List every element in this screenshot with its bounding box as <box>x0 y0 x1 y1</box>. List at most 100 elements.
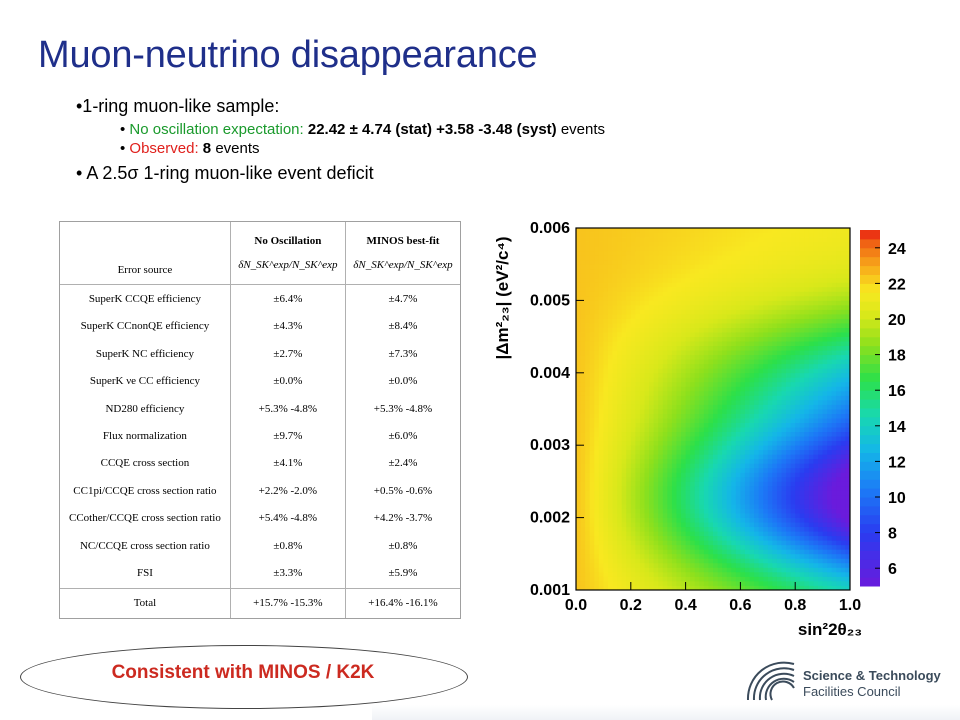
heatmap-cell <box>690 517 696 523</box>
heatmap-cell <box>840 264 846 270</box>
heatmap-cell <box>708 458 714 464</box>
heatmap-cell <box>585 522 591 528</box>
heatmap-cell <box>790 363 796 369</box>
heatmap-cell <box>818 472 823 478</box>
heatmap-cell <box>845 336 851 342</box>
table-row: ND280 efficiency +5.3% -4.8% +5.3% -4.8% <box>60 394 460 423</box>
heatmap-cell <box>708 463 714 469</box>
heatmap-cell <box>658 481 664 487</box>
heatmap-cell <box>767 494 773 500</box>
heatmap-cell <box>681 526 686 532</box>
heatmap-cell <box>630 562 636 568</box>
heatmap-cell <box>799 246 805 252</box>
row-no-oscillation: ±0.8% <box>229 531 346 560</box>
heatmap-cell <box>754 436 760 442</box>
heatmap-cell <box>744 544 750 550</box>
heatmap-cell <box>699 481 705 487</box>
heatmap-cell <box>781 436 787 442</box>
heatmap-cell <box>758 390 764 396</box>
heatmap-cell <box>776 472 782 478</box>
heatmap-cell <box>671 562 677 568</box>
heatmap-cell <box>836 526 842 532</box>
heatmap-cell <box>831 580 837 586</box>
page-title: Muon-neutrino disappearance <box>38 34 538 76</box>
heatmap-cell <box>845 549 851 555</box>
heatmap-cell <box>662 531 668 537</box>
heatmap-cell <box>795 571 801 577</box>
heatmap-cell <box>649 549 655 555</box>
heatmap-cell <box>681 277 686 283</box>
heatmap-cell <box>685 481 691 487</box>
heatmap-cell <box>662 427 668 433</box>
heatmap-cell <box>699 291 705 297</box>
heatmap-cell <box>626 336 632 342</box>
heatmap-cell <box>808 237 814 242</box>
heatmap-cell <box>758 580 764 586</box>
heatmap-cell <box>621 549 627 555</box>
heatmap-cell <box>658 485 664 491</box>
heatmap-cell <box>685 313 691 319</box>
heatmap-cell <box>722 499 728 505</box>
heatmap-cell <box>831 526 837 532</box>
heatmap-cell <box>580 318 586 324</box>
heatmap-cell <box>836 313 842 319</box>
heatmap-cell <box>836 395 842 401</box>
heatmap-cell <box>808 395 814 401</box>
row-minos: +4.2% -3.7% <box>344 504 460 532</box>
heatmap-cell <box>658 576 664 582</box>
heatmap-cell <box>722 544 728 550</box>
heatmap-cell <box>758 413 764 419</box>
heatmap-cell <box>735 467 741 473</box>
heatmap-cell <box>749 259 755 265</box>
heatmap-cell <box>772 336 778 342</box>
heatmap-cell <box>822 282 828 288</box>
heatmap-cell <box>776 395 782 401</box>
heatmap-cell <box>740 476 746 482</box>
heatmap-cell <box>836 422 842 428</box>
heatmap-cell <box>772 300 778 306</box>
heatmap-cell <box>639 372 645 378</box>
heatmap-cell <box>639 232 645 238</box>
heatmap-cell <box>804 499 810 505</box>
heatmap-cell <box>781 580 787 586</box>
heatmap-cell <box>804 313 810 319</box>
row-source: Flux normalization <box>102 429 187 442</box>
heatmap-cell <box>576 472 581 478</box>
heatmap-cell <box>639 386 645 392</box>
row-no-oscillation: ±4.3% <box>229 312 346 340</box>
heatmap-cell <box>740 241 746 247</box>
heatmap-cell <box>795 431 801 437</box>
heatmap-cell <box>790 445 796 451</box>
heatmap-cell <box>799 368 805 374</box>
heatmap-cell <box>822 241 828 247</box>
heatmap-cell <box>644 427 650 433</box>
heatmap-cell <box>808 241 814 247</box>
heatmap-cell <box>658 562 664 568</box>
heatmap-cell <box>708 413 714 419</box>
heatmap-cell <box>617 386 623 392</box>
heatmap-cell <box>786 354 792 360</box>
heatmap-cell <box>703 508 709 514</box>
heatmap-cell <box>703 259 709 265</box>
heatmap-cell <box>740 313 746 319</box>
heatmap-cell <box>767 535 773 541</box>
heatmap-cell <box>585 399 591 405</box>
heatmap-cell <box>735 381 741 387</box>
heatmap-cell <box>649 313 655 319</box>
heatmap-cell <box>658 494 664 500</box>
heatmap-cell <box>808 318 814 324</box>
heatmap-cell <box>808 368 814 374</box>
heatmap-cell <box>808 567 814 573</box>
heatmap-cell <box>767 567 773 573</box>
heatmap-cell <box>731 472 737 478</box>
heatmap-cell <box>827 553 833 559</box>
heatmap-cell <box>767 576 773 582</box>
heatmap-cell <box>767 291 773 297</box>
heatmap-cell <box>607 228 613 233</box>
heatmap-cell <box>626 409 632 414</box>
heatmap-cell <box>585 513 591 518</box>
heatmap-cell <box>804 431 810 437</box>
heatmap-cell <box>671 467 677 473</box>
heatmap-cell <box>658 454 664 460</box>
heatmap-cell <box>781 445 787 451</box>
